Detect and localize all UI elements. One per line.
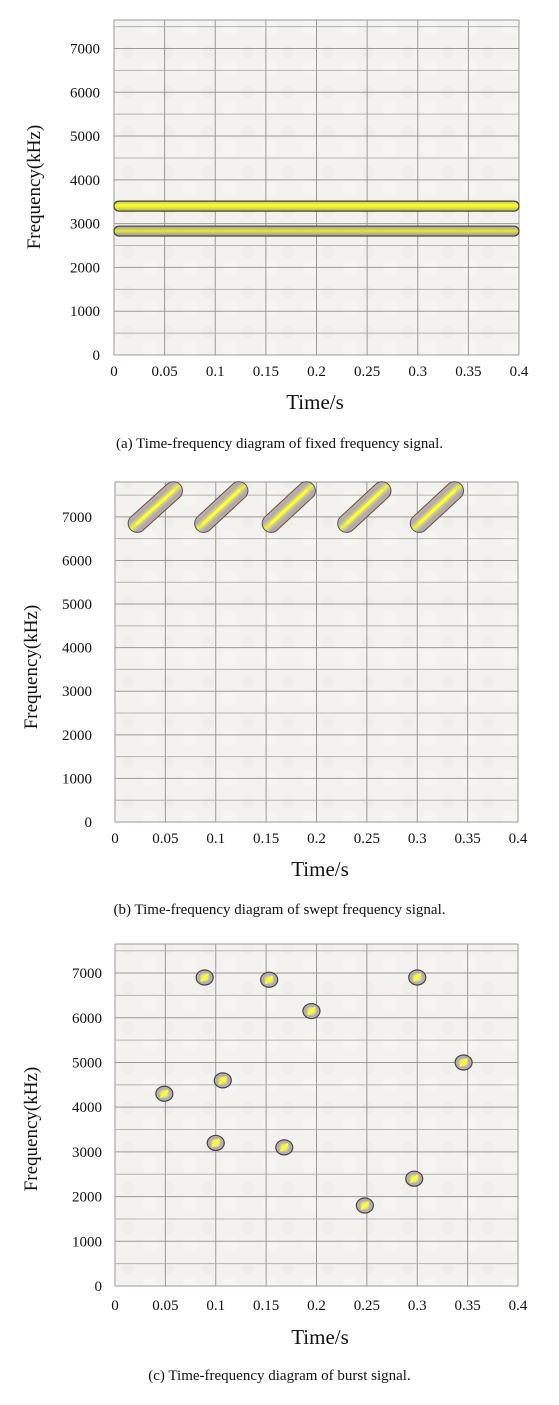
y-tick-label: 0 bbox=[93, 348, 101, 364]
y-tick-label: 5000 bbox=[62, 597, 92, 613]
chart-a-xlabel: Time/s bbox=[286, 390, 344, 414]
x-tick-label: 0.25 bbox=[354, 364, 380, 380]
chart-a-caption: (a) Time-frequency diagram of fixed freq… bbox=[116, 436, 443, 452]
x-tick-label: 0.4 bbox=[509, 1298, 528, 1314]
y-tick-label: 4000 bbox=[70, 173, 100, 189]
x-tick-label: 0.1 bbox=[206, 831, 225, 847]
y-tick-label: 7000 bbox=[70, 41, 100, 57]
x-tick-label: 0.2 bbox=[307, 364, 326, 380]
x-tick-label: 0.3 bbox=[408, 364, 427, 380]
y-tick-label: 6000 bbox=[70, 85, 100, 101]
x-tick-label: 0.2 bbox=[307, 1298, 326, 1314]
y-tick-label: 0 bbox=[85, 815, 93, 831]
chart-c-caption: (c) Time-frequency diagram of burst sign… bbox=[148, 1368, 411, 1384]
burst-core bbox=[218, 1076, 228, 1085]
chart-b-xlabel: Time/s bbox=[291, 857, 349, 881]
burst-core bbox=[280, 1143, 289, 1152]
burst-core bbox=[200, 973, 209, 982]
signal-sweep bbox=[194, 481, 249, 533]
x-tick-label: 0.3 bbox=[408, 831, 427, 847]
chart-c-plot: 0 0.05 0.1 0.15 0.2 0.25 0.3 0.35 0.4 0 1000 2000 30… bbox=[72, 943, 528, 1314]
chart-a-ylabel: Frequency(kHz) bbox=[24, 124, 45, 250]
chart-a-plot: 0 0.05 0.1 0.15 0.2 0.25 0.3 0.35 0.4 0 1000 2000 30… bbox=[70, 19, 529, 380]
x-tick-label: 0.35 bbox=[455, 831, 481, 847]
y-tick-label: 2000 bbox=[72, 1190, 102, 1206]
x-tick-label: 0.4 bbox=[510, 364, 529, 380]
y-tick-label: 6000 bbox=[62, 553, 92, 569]
x-tick-label: 0.35 bbox=[455, 1298, 481, 1314]
y-tick-label: 3000 bbox=[70, 217, 100, 233]
chart-panel-c: 0 0.05 0.1 0.15 0.2 0.25 0.3 0.35 0.4 0 1000 2000 30… bbox=[0, 936, 559, 1405]
y-tick-label: 7000 bbox=[72, 966, 102, 982]
chart-c-ylabel: Frequency(kHz) bbox=[21, 1066, 42, 1192]
sweep-core bbox=[417, 489, 457, 525]
x-tick-label: 0.05 bbox=[152, 1298, 178, 1314]
x-tick-label: 0.1 bbox=[206, 364, 225, 380]
y-tick-label: 5000 bbox=[72, 1055, 102, 1071]
y-tick-label: 1000 bbox=[62, 771, 92, 787]
x-tick-label: 0 bbox=[111, 831, 119, 847]
y-tick-label: 0 bbox=[95, 1279, 103, 1295]
signal-sweep bbox=[127, 481, 183, 533]
y-tick-label: 7000 bbox=[62, 510, 92, 526]
y-tick-label: 1000 bbox=[72, 1234, 102, 1250]
sweep-core bbox=[135, 489, 175, 525]
y-tick-label: 3000 bbox=[62, 684, 92, 700]
x-tick-label: 0.25 bbox=[354, 831, 380, 847]
x-tick-label: 0.35 bbox=[455, 364, 481, 380]
y-tick-label: 4000 bbox=[62, 641, 92, 657]
burst-core bbox=[307, 1006, 316, 1016]
burst-core bbox=[160, 1089, 169, 1099]
burst-core bbox=[413, 973, 422, 982]
y-tick-label: 3000 bbox=[72, 1145, 102, 1161]
x-tick-label: 0.15 bbox=[253, 1298, 279, 1314]
x-tick-label: 0.25 bbox=[354, 1298, 380, 1314]
burst-core bbox=[409, 1174, 419, 1183]
burst-core bbox=[360, 1201, 370, 1210]
burst-core bbox=[264, 975, 274, 985]
signal-sweep bbox=[409, 481, 465, 533]
sweep-core bbox=[269, 489, 308, 525]
signal-sweep bbox=[261, 481, 316, 533]
sweep-core bbox=[202, 489, 241, 525]
chart-b-caption: (b) Time-frequency diagram of swept freq… bbox=[113, 902, 446, 918]
chart-panel-b: 0 0.05 0.1 0.15 0.2 0.25 0.3 0.35 0.4 0 1000 2000 30… bbox=[0, 470, 559, 940]
y-tick-label: 2000 bbox=[62, 728, 92, 744]
x-tick-label: 0.2 bbox=[307, 831, 326, 847]
signal-sweep bbox=[337, 481, 392, 533]
x-tick-label: 0.15 bbox=[253, 831, 279, 847]
sweep-core bbox=[345, 489, 384, 525]
chart-b-plot: 0 0.05 0.1 0.15 0.2 0.25 0.3 0.35 0.4 0 1000 2000 30… bbox=[62, 481, 528, 847]
x-tick-label: 0 bbox=[110, 364, 118, 380]
signal-band bbox=[113, 225, 520, 237]
x-tick-label: 0.4 bbox=[509, 831, 528, 847]
chart-b-ylabel: Frequency(kHz) bbox=[21, 604, 42, 730]
y-tick-label: 2000 bbox=[70, 260, 100, 276]
x-tick-label: 0.05 bbox=[152, 364, 178, 380]
y-tick-label: 5000 bbox=[70, 129, 100, 145]
chart-c-xlabel: Time/s bbox=[291, 1325, 349, 1349]
chart-panel-a: 0 0.05 0.1 0.15 0.2 0.25 0.3 0.35 0.4 0 1000 2000 30… bbox=[0, 0, 559, 470]
y-tick-label: 1000 bbox=[70, 304, 100, 320]
x-tick-label: 0.15 bbox=[253, 364, 279, 380]
x-tick-label: 0.05 bbox=[152, 831, 178, 847]
y-tick-label: 4000 bbox=[72, 1100, 102, 1116]
burst-core bbox=[459, 1058, 468, 1067]
y-tick-label: 6000 bbox=[72, 1011, 102, 1027]
x-tick-label: 0 bbox=[111, 1298, 119, 1314]
signal-band bbox=[113, 200, 520, 212]
x-tick-label: 0.3 bbox=[408, 1298, 427, 1314]
x-tick-label: 0.1 bbox=[206, 1298, 225, 1314]
burst-core bbox=[211, 1138, 220, 1148]
